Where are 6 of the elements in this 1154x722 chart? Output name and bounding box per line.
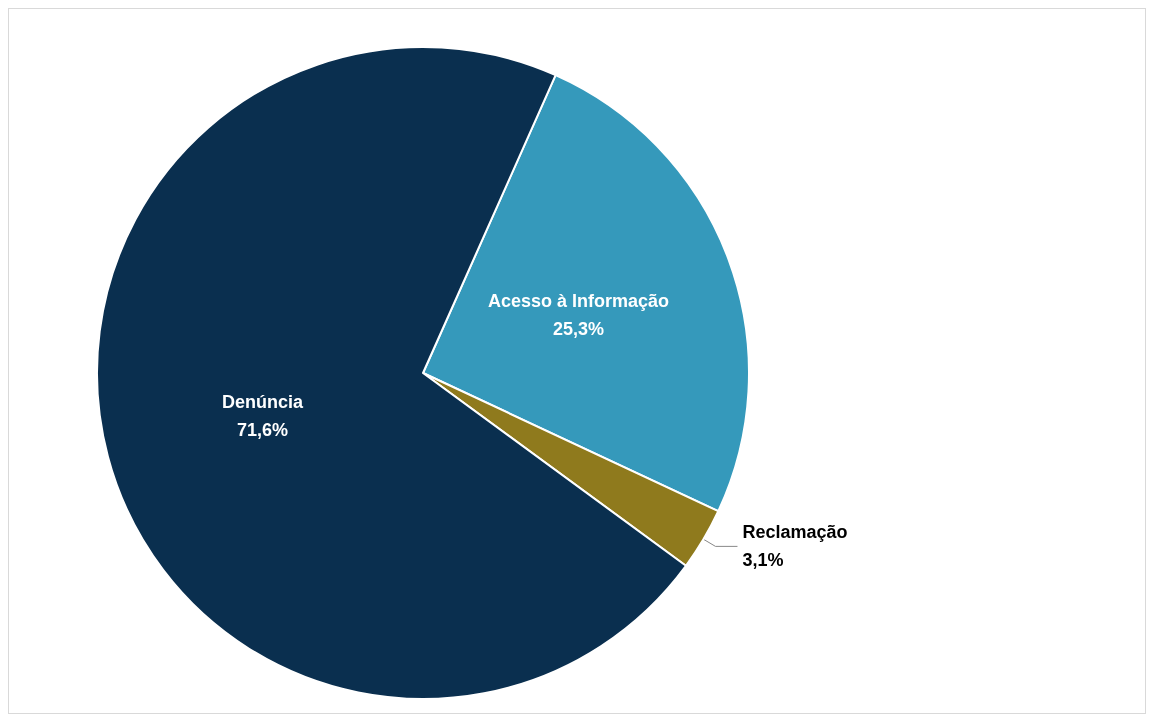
data-label: 71,6% [237, 419, 289, 440]
slice-label: Reclamação [742, 522, 848, 543]
data-label: 25,3% [553, 318, 605, 339]
data-label: 3,1% [742, 550, 784, 571]
slice-label: Denúncia [222, 391, 305, 412]
slice-label: Acesso à Informação [487, 290, 670, 311]
